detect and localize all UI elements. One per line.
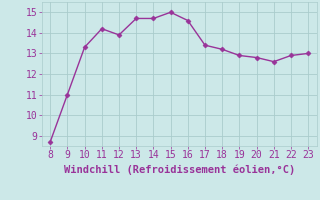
X-axis label: Windchill (Refroidissement éolien,°C): Windchill (Refroidissement éolien,°C) [64, 164, 295, 175]
